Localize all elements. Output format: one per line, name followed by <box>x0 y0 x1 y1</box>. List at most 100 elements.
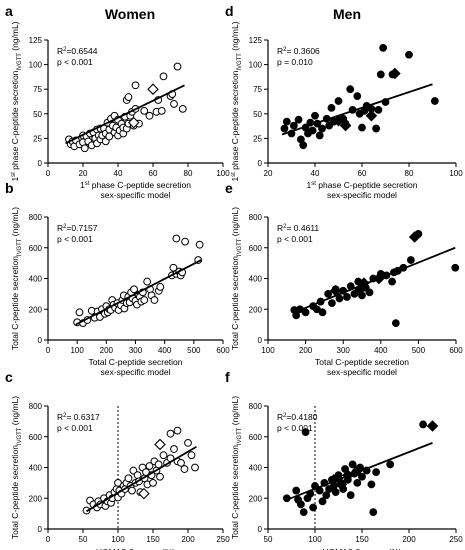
data-point <box>419 420 428 429</box>
y-tick-label: 600 <box>249 244 263 253</box>
panel-letter: e <box>225 180 233 196</box>
data-point <box>327 103 336 112</box>
data-point <box>145 462 154 470</box>
data-point <box>105 132 114 141</box>
y-tick-label: 600 <box>29 244 43 253</box>
data-point <box>170 100 178 108</box>
data-point <box>173 62 182 71</box>
stat-annotation: R2=0.7157 <box>57 223 98 233</box>
x-tick-label: 100 <box>216 169 230 178</box>
data-point <box>299 141 308 150</box>
data-point <box>280 124 289 133</box>
data-point <box>451 263 460 272</box>
data-point <box>334 471 343 480</box>
stat-annotation: p = 0.010 <box>277 57 313 67</box>
y-tick-label: 0 <box>38 159 43 168</box>
y-tick-label: 0 <box>258 159 263 168</box>
data-point <box>124 93 133 101</box>
y-tick-label: 400 <box>29 275 43 284</box>
data-point <box>178 104 187 113</box>
y-tick-label: 0 <box>38 336 43 345</box>
x-axis-label: 1st phase C-peptide secretion <box>80 180 191 190</box>
data-point <box>430 97 439 105</box>
y-tick-label: 100 <box>29 61 43 70</box>
data-point <box>318 308 327 317</box>
data-point <box>358 472 366 481</box>
diamond-point <box>138 487 150 500</box>
x-axis-label-line2: sex-specific model <box>101 367 171 377</box>
x-axis-label: HOMA2-βC-peptide (%) <box>322 547 401 550</box>
y-tick-label: 25 <box>33 134 42 143</box>
diamond-point <box>154 438 166 451</box>
stat-annotation: p < 0.001 <box>277 234 313 244</box>
data-point <box>365 288 374 297</box>
data-point <box>140 106 149 115</box>
data-point <box>301 428 310 437</box>
y-tick-label: 125 <box>249 36 263 45</box>
y-axis-label: Total C-peptide secretionIVGTT (ng/mL) <box>230 396 243 539</box>
x-tick-label: 20 <box>264 169 273 178</box>
y-tick-label: 25 <box>253 134 262 143</box>
data-point <box>159 72 168 81</box>
x-tick-label: 40 <box>114 169 123 178</box>
y-tick-label: 200 <box>29 305 43 314</box>
y-tick-label: 800 <box>249 402 263 411</box>
data-point <box>301 308 310 317</box>
data-point <box>372 468 381 477</box>
x-tick-label: 250 <box>449 535 463 544</box>
data-point <box>294 115 303 124</box>
stat-annotation: R2=0.4180 <box>277 412 318 422</box>
diamond-point <box>127 116 140 129</box>
x-tick-label: 60 <box>149 169 158 178</box>
x-tick-label: 300 <box>337 346 351 355</box>
x-axis-label: HOMA2-βC-peptide (%) <box>96 547 175 550</box>
stat-annotation: R2= 0.6317 <box>57 412 100 422</box>
data-point <box>143 277 152 286</box>
stat-annotation: p < 0.001 <box>57 57 93 67</box>
panel-c: c 0 50 100 150 200 250 0 200 400 600 800 HOMA2-βC-pe… <box>5 369 230 550</box>
data-point <box>318 497 327 506</box>
y-axis-label: 1st phase C-peptide secretionIVGTT (ng/m… <box>10 21 23 181</box>
data-point <box>172 234 181 243</box>
y-tick-label: 800 <box>249 213 263 222</box>
x-tick-label: 100 <box>449 169 463 178</box>
data-point <box>369 508 378 516</box>
x-tick-label: 100 <box>111 535 125 544</box>
x-axis-label-line2: sex-specific model <box>101 190 171 200</box>
data-point <box>405 50 413 59</box>
data-point <box>346 85 355 94</box>
data-point <box>187 451 196 460</box>
data-point <box>156 283 165 291</box>
panel-letter: a <box>5 3 13 19</box>
stat-annotation: p < 0.001 <box>277 423 313 433</box>
x-axis-label-line2: sex-specific model <box>327 190 397 200</box>
y-tick-label: 800 <box>29 213 43 222</box>
data-point <box>195 240 204 249</box>
y-tick-label: 200 <box>249 305 263 314</box>
data-point <box>367 480 376 489</box>
data-point <box>149 478 157 487</box>
data-point <box>331 488 340 497</box>
y-tick-label: 600 <box>249 433 263 442</box>
x-tick-label: 100 <box>261 346 275 355</box>
diamond-point <box>335 478 348 491</box>
stat-annotation: R2=0.6544 <box>57 46 98 56</box>
x-tick-label: 40 <box>311 169 320 178</box>
y-tick-label: 75 <box>253 85 262 94</box>
data-point <box>177 458 185 467</box>
y-tick-label: 400 <box>29 464 43 473</box>
stat-annotation: p < 0.001 <box>57 234 93 244</box>
data-point <box>299 508 308 516</box>
column-title-women: Women <box>105 6 155 22</box>
panel-letter: d <box>225 3 234 19</box>
panel-letter: f <box>225 369 230 385</box>
data-point <box>318 124 326 133</box>
y-tick-label: 0 <box>38 525 43 534</box>
y-axis-label: 1st phase C-peptide secretionIVGTT (ng/m… <box>230 21 243 181</box>
regression-line <box>86 445 197 513</box>
x-tick-label: 200 <box>100 346 114 355</box>
data-point <box>348 460 357 469</box>
x-axis-label: Total C-peptide secretion <box>88 357 182 367</box>
panel-letter: c <box>5 369 13 385</box>
